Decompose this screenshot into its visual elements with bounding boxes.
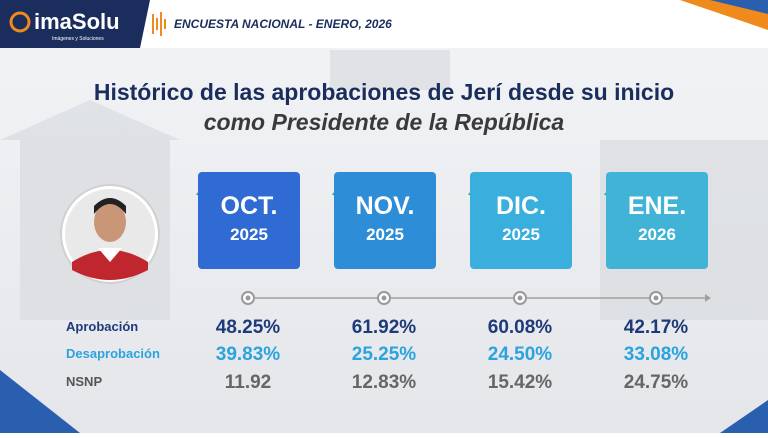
row-value: 24.50% bbox=[488, 344, 553, 365]
row-value: 42.17% bbox=[624, 317, 689, 338]
period-card bbox=[198, 172, 300, 269]
period-card bbox=[334, 172, 436, 269]
period-month: ENE. bbox=[628, 192, 686, 220]
row-label: NSNP bbox=[66, 374, 102, 389]
period-card bbox=[606, 172, 708, 269]
logo-mark bbox=[9, 11, 31, 33]
period-month: NOV. bbox=[356, 192, 415, 220]
subtitle: como Presidente de la República bbox=[204, 109, 565, 135]
survey-label: ENCUESTA NACIONAL - ENERO, 2026 bbox=[174, 17, 392, 31]
row-value: 25.25% bbox=[352, 344, 417, 365]
corner-bottom-left bbox=[0, 370, 80, 433]
portrait bbox=[60, 184, 160, 284]
row-value: 33.08% bbox=[624, 344, 689, 365]
corner-blue bbox=[710, 0, 768, 14]
period-month: OCT. bbox=[221, 192, 278, 220]
row-value: 60.08% bbox=[488, 317, 553, 338]
row-label: Desaprobación bbox=[66, 346, 160, 361]
row-label: Aprobación bbox=[66, 319, 138, 334]
period-year: 2025 bbox=[502, 225, 540, 244]
row-value: 11.92 bbox=[225, 372, 272, 393]
row-value: 12.83% bbox=[352, 372, 417, 393]
period-card bbox=[470, 172, 572, 269]
row-value: 39.83% bbox=[216, 344, 281, 365]
period-year: 2025 bbox=[230, 225, 268, 244]
corner-bottom-right bbox=[720, 400, 768, 433]
period-year: 2026 bbox=[638, 225, 676, 244]
logo-panel bbox=[0, 0, 150, 48]
row-value: 61.92% bbox=[352, 317, 417, 338]
timeline-dot-inner bbox=[517, 295, 523, 301]
row-value: 15.42% bbox=[488, 372, 553, 393]
period-month: DIC. bbox=[496, 192, 546, 220]
timeline-dot-inner bbox=[245, 295, 251, 301]
period-year: 2025 bbox=[366, 225, 404, 244]
audio-icon bbox=[152, 12, 166, 36]
row-value: 48.25% bbox=[216, 317, 281, 338]
title: Histórico de las aprobaciones de Jerí de… bbox=[94, 79, 674, 105]
tagline: Imágenes y Soluciones bbox=[52, 36, 104, 42]
timeline-dot-inner bbox=[653, 295, 659, 301]
row-value: 24.75% bbox=[624, 372, 689, 393]
timeline-dot-inner bbox=[381, 295, 387, 301]
timeline-arrow bbox=[705, 294, 711, 302]
brand: imaSolu bbox=[34, 9, 120, 34]
